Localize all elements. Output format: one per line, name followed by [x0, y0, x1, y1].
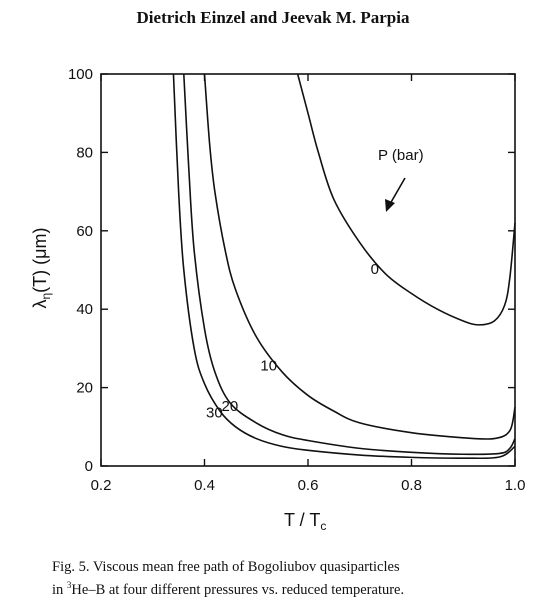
- figure-caption: Fig. 5. Viscous mean free path of Bogoli…: [52, 558, 542, 599]
- series-label-10: 10: [260, 357, 277, 374]
- y-tick-label: 0: [85, 458, 93, 475]
- x-tick-label: 0.8: [401, 477, 422, 494]
- y-tick-label: 20: [76, 380, 93, 397]
- y-axis-title: λη(T) (μm): [30, 227, 53, 308]
- y-tick-label: 40: [76, 301, 93, 318]
- y-tick-label: 60: [76, 223, 93, 240]
- x-tick-label: 1.0: [505, 477, 526, 494]
- series-line-10: [203, 73, 516, 440]
- x-tick-label: 0.6: [298, 477, 319, 494]
- caption-line-1: Fig. 5. Viscous mean free path of Bogoli…: [52, 559, 400, 575]
- x-tick-label: 0.4: [194, 477, 215, 494]
- arrow-icon: [385, 177, 406, 212]
- caption-line-2: in 3He–B at four different pressures vs.…: [52, 580, 405, 598]
- series-line-0: [296, 73, 516, 326]
- x-axis: 0.2 0.4 0.6 0.8 1.0: [91, 74, 526, 494]
- page-header: Dietrich Einzel and Jeevak M. Parpia: [136, 8, 410, 27]
- series-label-20: 20: [222, 398, 239, 415]
- series-line-30: [172, 73, 516, 460]
- legend-title: P (bar): [378, 147, 424, 164]
- series-label-30: 30: [206, 405, 223, 422]
- x-tick-label: 0.2: [91, 477, 112, 494]
- plot-frame: [100, 73, 516, 467]
- y-tick-label: 100: [68, 66, 93, 83]
- series-line-20: [183, 73, 516, 456]
- series-label-0: 0: [371, 261, 379, 278]
- series-curves: [172, 73, 516, 460]
- x-axis-title: T / Tc: [284, 510, 326, 533]
- y-tick-label: 80: [76, 144, 93, 161]
